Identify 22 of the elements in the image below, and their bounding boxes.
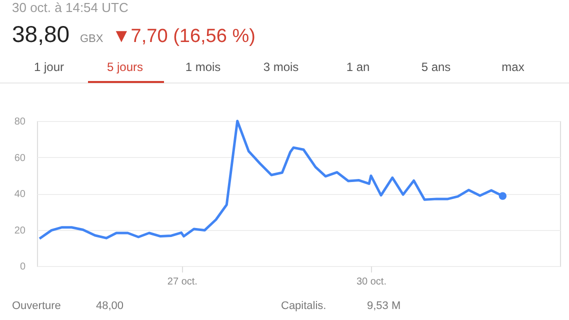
text: 1 an [346,60,370,74]
text: 5 ans [421,60,451,74]
text: 48,00 [96,300,124,312]
text: 5 jours [106,60,144,74]
x-tick-label: 30 oct. [356,276,386,288]
y-tick-label: 20 [14,225,26,236]
y-tick-label: 40 [14,189,26,200]
x-tick-label: 27 oct. [167,276,198,288]
text: GBX [80,33,104,45]
text: 1 mois [185,60,221,74]
text: 1 jour [34,60,64,74]
text: 30 oct. à 14:54 UTC [12,0,128,15]
text: Capitalis. [281,300,326,312]
y-tick-label: 80 [14,116,26,128]
text: Ouverture [12,300,61,312]
text: 3 mois [263,60,299,74]
text: max [502,60,524,74]
chart-title: 38,80 [12,21,70,47]
text: ▼7,70 (16,56 %) [112,26,256,47]
y-tick-label: 0 [20,262,26,272]
y-tick-label: 60 [14,152,26,164]
text: 9,53 M [367,300,401,312]
